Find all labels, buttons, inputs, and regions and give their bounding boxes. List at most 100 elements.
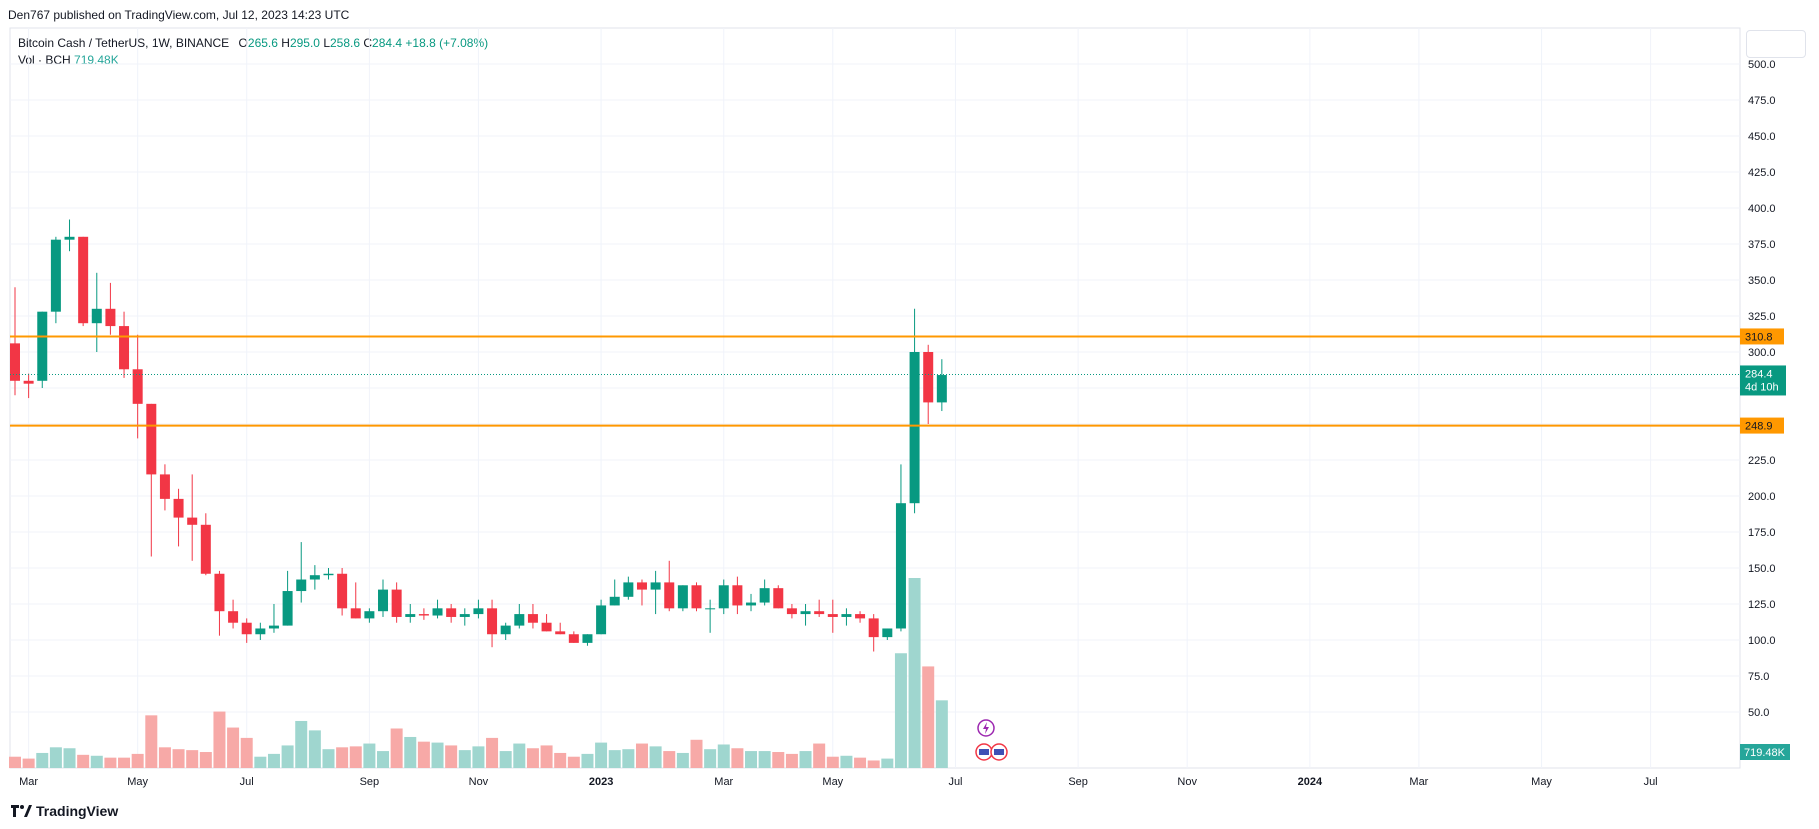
x-tick-label: Mar — [1409, 776, 1428, 788]
candle-body — [78, 236, 89, 324]
lightning-glyph — [983, 722, 989, 734]
change-value: +18.8 (+7.08%) — [405, 36, 489, 50]
candle-body — [609, 596, 620, 606]
y-tick-label: 300.0 — [1748, 347, 1776, 359]
volume-bar — [90, 755, 103, 768]
x-tick-label: Nov — [469, 776, 489, 788]
candle-body — [350, 608, 361, 619]
volume-bar — [390, 728, 403, 768]
volume-bar — [894, 653, 907, 768]
candle-body — [337, 573, 348, 609]
volume-bar — [308, 730, 321, 768]
volume-bar — [404, 736, 417, 768]
x-tick-label: May — [127, 776, 148, 788]
candle-body — [732, 585, 743, 606]
candle-body — [105, 308, 116, 327]
volume-bar — [213, 711, 226, 768]
candle-body — [541, 622, 552, 632]
volume-bar — [635, 743, 648, 768]
level-price-tag — [1740, 417, 1784, 434]
volume-bar — [867, 760, 880, 768]
volume-bar — [472, 746, 485, 768]
candle-body — [446, 608, 457, 617]
footer-logo-text[interactable]: TradingView — [36, 803, 119, 819]
x-tick-label: Sep — [360, 776, 380, 788]
volume-bar — [731, 748, 744, 768]
volume-bar — [458, 750, 471, 768]
volume-bar — [826, 756, 839, 768]
volume-bar — [172, 749, 185, 768]
volume-bar — [295, 720, 308, 768]
x-tick-label: May — [822, 776, 843, 788]
volume-bar — [704, 749, 717, 768]
volume-bar — [813, 743, 826, 768]
candle-body — [187, 517, 198, 525]
candle-body — [500, 625, 511, 635]
candle-body — [432, 608, 443, 616]
candle-body — [786, 608, 797, 615]
volume-bar — [77, 754, 90, 768]
footer: TradingView — [10, 803, 118, 819]
candle-body — [146, 403, 157, 475]
candle-body — [841, 614, 852, 617]
volume-bar — [663, 751, 676, 768]
candle-body — [596, 605, 607, 635]
candle-body — [50, 239, 61, 312]
plot-frame — [9, 27, 1741, 769]
candle-body — [173, 498, 184, 518]
volume-bar — [267, 753, 280, 768]
candle-body — [214, 573, 225, 612]
x-tick-label: 2023 — [589, 776, 613, 788]
low-label: L — [323, 36, 330, 50]
volume-bar — [104, 757, 117, 768]
volume-bar — [717, 744, 730, 768]
volume-bar — [840, 755, 853, 768]
candle-body — [23, 380, 34, 384]
last-price-label: 284.4 — [1745, 368, 1773, 380]
volume-bar — [676, 752, 689, 768]
volume-bar — [186, 750, 199, 768]
level-price-label: 310.8 — [1745, 331, 1773, 343]
flag-stripe — [979, 749, 989, 755]
volume-bar — [622, 749, 635, 768]
candle-body — [882, 628, 893, 638]
legend-ohlc-row: Bitcoin Cash / TetherUS, 1W, BINANCE O26… — [18, 35, 488, 52]
candle-body — [200, 524, 211, 574]
volume-bar — [649, 746, 662, 768]
volume-bar — [363, 743, 376, 768]
volume-bar — [22, 758, 35, 768]
volume-bar — [935, 700, 948, 768]
volume-bar — [908, 578, 921, 768]
candle-body — [514, 614, 525, 626]
candle-body — [487, 608, 498, 635]
volume-bar — [49, 747, 62, 768]
candle-body — [705, 608, 716, 610]
x-tick-label: Nov — [1177, 776, 1197, 788]
symbol-label[interactable]: Bitcoin Cash / TetherUS, 1W, BINANCE — [18, 36, 230, 50]
price-chart[interactable]: 50.0 75.0 100.0 125.0 150.0 175.0 200.0 225.0 25… — [0, 0, 1819, 800]
volume-bar — [199, 752, 212, 768]
candle-body — [664, 582, 675, 609]
candle-body — [418, 614, 429, 616]
volume-bar — [281, 745, 294, 768]
candle-body — [746, 602, 757, 606]
volume-bar — [499, 751, 512, 768]
level-price-label: 248.9 — [1745, 421, 1773, 433]
volume-bar — [240, 737, 253, 768]
x-tick-label: Jul — [948, 776, 962, 788]
open-value: 265.6 — [247, 36, 278, 50]
candle-body — [132, 369, 143, 404]
y-tick-label: 125.0 — [1748, 599, 1776, 611]
candle-body — [268, 625, 279, 629]
candle-body — [650, 582, 661, 590]
volume-bar — [227, 727, 240, 768]
scale-corner-button[interactable] — [1746, 30, 1806, 58]
candle-body — [936, 375, 947, 403]
candle-body — [691, 585, 702, 609]
volume-price-tag — [1740, 744, 1790, 760]
candle-body — [309, 575, 320, 580]
candle-body — [527, 614, 538, 623]
y-tick-label: 350.0 — [1748, 275, 1776, 287]
volume-bar — [131, 753, 144, 768]
candle-body — [37, 311, 48, 381]
